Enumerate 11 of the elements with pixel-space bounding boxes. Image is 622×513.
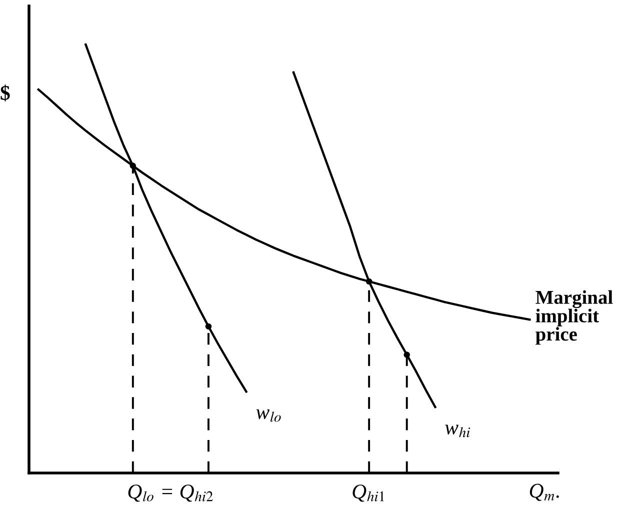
series-label: Marginal implicit price [536, 290, 613, 345]
point [366, 278, 372, 285]
x-axis-title: Q$_{m}$. [530, 484, 559, 501]
series-label: w$_{lo}$ [256, 409, 281, 422]
point [130, 162, 136, 169]
point [404, 352, 410, 358]
series-label: w$_{hi}$ [445, 424, 470, 438]
x-tick-label: Q$_{hi1}$ [352, 484, 384, 502]
x-tick-label: Q$_{lo}$ = Q$_{hi2}$ [128, 484, 213, 502]
y-axis-title: $ [0, 84, 10, 102]
point [205, 323, 212, 330]
